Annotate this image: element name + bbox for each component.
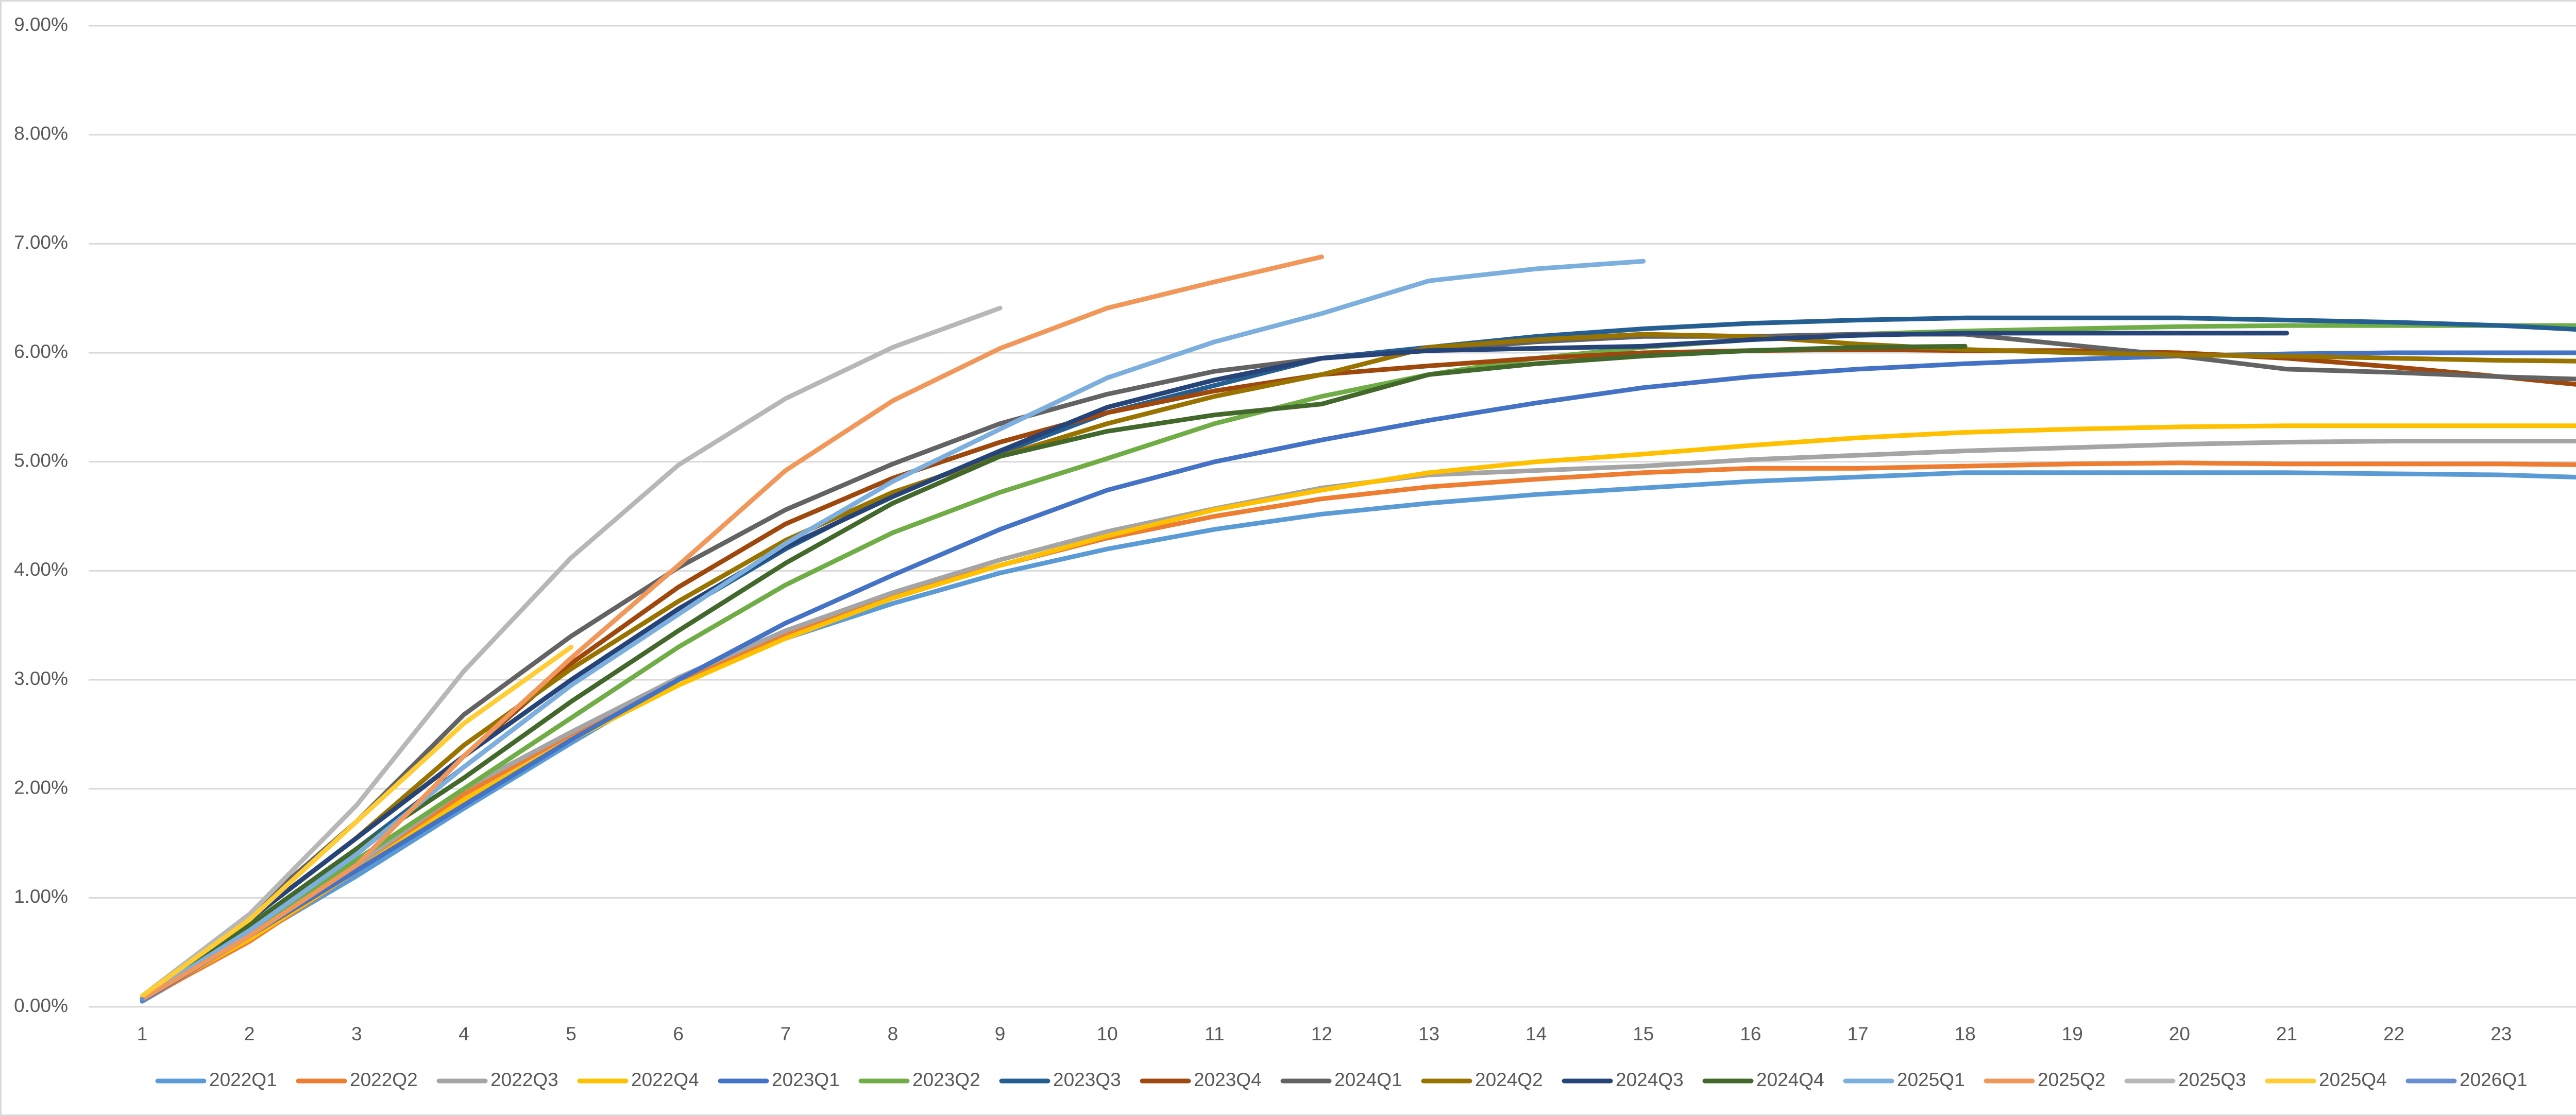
x-tick-label: 16 <box>1740 1023 1761 1044</box>
legend-label: 2024Q3 <box>1616 1069 1684 1090</box>
x-tick-label: 10 <box>1097 1023 1118 1044</box>
series-line <box>140 460 2576 1003</box>
x-tick-label: 17 <box>1847 1023 1868 1044</box>
x-tick-label: 6 <box>673 1023 684 1044</box>
x-tick-label: 15 <box>1633 1023 1654 1044</box>
series-line <box>140 331 2290 1001</box>
series-line <box>140 254 1324 1002</box>
series-line <box>140 323 2576 1002</box>
legend-label: 2022Q3 <box>490 1069 558 1090</box>
x-tick-label: 23 <box>2490 1023 2512 1044</box>
x-tick-label: 19 <box>2062 1023 2083 1044</box>
x-tick-label: 5 <box>566 1023 577 1044</box>
y-tick-label: 9.00% <box>14 14 68 35</box>
legend-label: 2024Q4 <box>1756 1069 1824 1090</box>
x-tick-label: 21 <box>2276 1023 2297 1044</box>
legend-label: 2025Q1 <box>1897 1069 1965 1090</box>
x-tick-label: 7 <box>781 1023 791 1044</box>
x-tick-label: 8 <box>888 1023 899 1044</box>
y-tick-label: 3.00% <box>14 668 68 689</box>
series-line <box>140 645 574 999</box>
legend-label: 2024Q1 <box>1334 1069 1402 1090</box>
y-tick-label: 5.00% <box>14 450 68 471</box>
y-tick-label: 0.00% <box>14 995 68 1016</box>
x-tick-label: 2 <box>244 1023 255 1044</box>
legend-label: 2025Q4 <box>2319 1069 2387 1090</box>
legend-label: 2024Q2 <box>1475 1069 1543 1090</box>
x-tick-label: 4 <box>459 1023 469 1044</box>
series-line <box>140 305 1003 999</box>
legend-label: 2023Q4 <box>1194 1069 1262 1090</box>
legend-label: 2025Q2 <box>2038 1069 2106 1090</box>
series-line <box>140 259 1646 1001</box>
x-tick-label: 22 <box>2383 1023 2404 1044</box>
y-tick-label: 4.00% <box>14 559 68 580</box>
series-line <box>140 344 1968 1000</box>
y-tick-label: 1.00% <box>14 886 68 907</box>
y-tick-label: 6.00% <box>14 341 68 362</box>
x-tick-label: 3 <box>351 1023 362 1044</box>
y-tick-label: 8.00% <box>14 123 68 144</box>
x-tick-label: 12 <box>1311 1023 1332 1044</box>
legend-label: 2022Q1 <box>209 1069 277 1090</box>
legend-label: 2023Q1 <box>772 1069 840 1090</box>
x-tick-label: 20 <box>2169 1023 2190 1044</box>
legend-label: 2022Q2 <box>350 1069 418 1090</box>
series-line <box>140 470 2576 1004</box>
series-line <box>140 332 2576 1001</box>
y-tick-label: 2.00% <box>14 777 68 798</box>
x-tick-label: 1 <box>137 1023 148 1044</box>
legend-label: 2023Q3 <box>1053 1069 1121 1090</box>
x-tick-label: 13 <box>1418 1023 1439 1044</box>
x-tick-label: 9 <box>995 1023 1006 1044</box>
x-tick-label: 11 <box>1205 1023 1224 1044</box>
y-tick-label: 7.00% <box>14 232 68 253</box>
x-tick-label: 14 <box>1526 1023 1547 1044</box>
legend-label: 2022Q4 <box>631 1069 699 1090</box>
legend-label: 2023Q2 <box>912 1069 980 1090</box>
x-tick-label: 18 <box>1955 1023 1976 1044</box>
legend-label: 2026Q1 <box>2460 1069 2528 1090</box>
legend-label: 2025Q3 <box>2178 1069 2246 1090</box>
